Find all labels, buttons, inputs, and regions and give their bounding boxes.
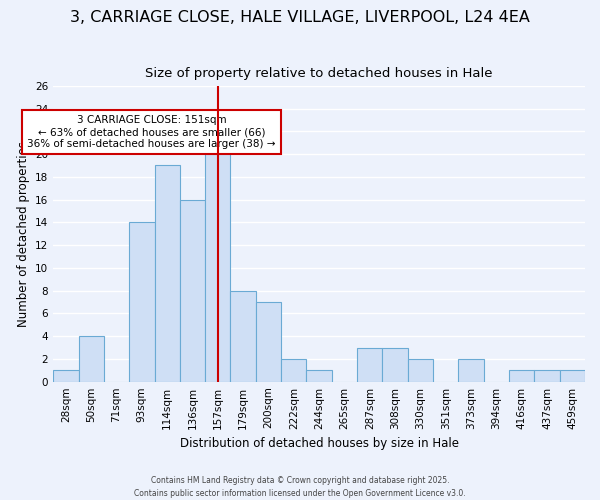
Bar [307,370,332,382]
Bar [382,348,408,382]
Y-axis label: Number of detached properties: Number of detached properties [17,141,29,327]
Title: Size of property relative to detached houses in Hale: Size of property relative to detached ho… [145,68,493,80]
Bar [560,370,585,382]
Text: 3 CARRIAGE CLOSE: 151sqm
← 63% of detached houses are smaller (66)
36% of semi-d: 3 CARRIAGE CLOSE: 151sqm ← 63% of detach… [28,116,276,148]
Bar [408,359,433,382]
Bar [509,370,535,382]
Bar [256,302,281,382]
Bar [230,290,256,382]
Bar [357,348,382,382]
Bar [79,336,104,382]
Bar [535,370,560,382]
Bar [281,359,307,382]
Bar [458,359,484,382]
Bar [205,142,230,382]
Bar [53,370,79,382]
Bar [129,222,155,382]
Text: 3, CARRIAGE CLOSE, HALE VILLAGE, LIVERPOOL, L24 4EA: 3, CARRIAGE CLOSE, HALE VILLAGE, LIVERPO… [70,10,530,25]
Text: Contains HM Land Registry data © Crown copyright and database right 2025.
Contai: Contains HM Land Registry data © Crown c… [134,476,466,498]
X-axis label: Distribution of detached houses by size in Hale: Distribution of detached houses by size … [179,437,458,450]
Bar [155,166,180,382]
Bar [180,200,205,382]
